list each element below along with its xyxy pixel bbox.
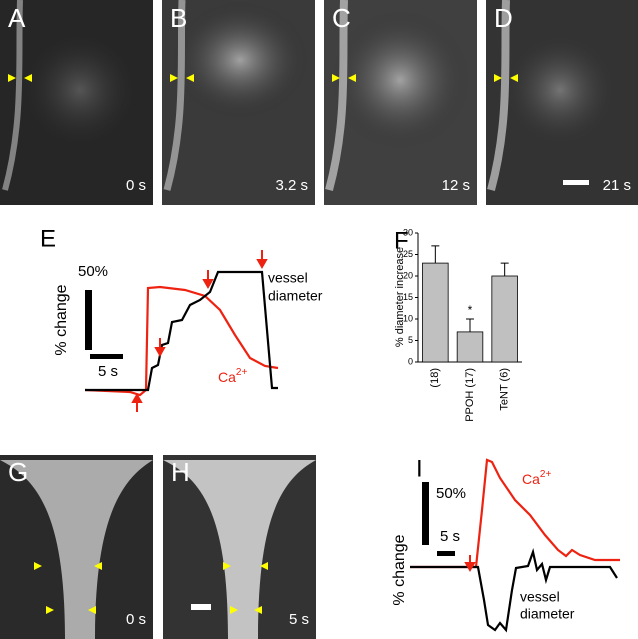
glow: [330, 10, 470, 150]
y-tick-label: 5: [408, 335, 413, 345]
y-tick-label: 20: [403, 270, 413, 280]
x-scale-label: 5 s: [98, 363, 118, 380]
panel-letter: C: [332, 3, 351, 33]
panel-i: I 50% 5 s % change Ca2+ vessel diameter: [391, 455, 620, 633]
vessel-label: diameter: [520, 606, 575, 622]
bar: [422, 262, 449, 363]
vessel-label: diameter: [268, 288, 323, 304]
x-tick-label: (18): [429, 368, 441, 388]
ca-trace: [84, 285, 279, 397]
time-label: 3.2 s: [275, 177, 308, 194]
y-scale-label: 50%: [78, 263, 108, 280]
scale-bar: [85, 290, 92, 350]
panel-letter: G: [8, 457, 28, 487]
arrowheads: [34, 562, 268, 614]
time-label: 0 s: [126, 611, 146, 628]
glow: [170, 0, 310, 120]
y-scale-label: 50%: [436, 485, 466, 502]
stim-arrows: [131, 250, 268, 412]
panel-f: F % diameter increase 0 5 10 15 20 25 30 (18) PP…: [394, 227, 522, 422]
x-tick-label: TeNT (6): [499, 368, 511, 411]
time-label: 5 s: [289, 611, 309, 628]
panel-letter: I: [416, 455, 423, 482]
scale-bar: [422, 482, 429, 545]
error-bar: [431, 245, 440, 264]
scale-bar: [437, 551, 455, 556]
vessel-trace: [85, 270, 278, 392]
x-scale-label: 5 s: [440, 528, 460, 545]
arrowheads: [8, 74, 518, 82]
vessel: [0, 460, 153, 639]
x-tick-label: PPOH (17): [464, 368, 476, 422]
vessel: [487, 0, 510, 192]
image-row: A B C D 0 s 3.2 s 12 s 21 s: [0, 0, 638, 205]
time-label: 0 s: [126, 177, 146, 194]
y-label: % change: [391, 534, 408, 605]
y-tick-label: 25: [403, 249, 413, 259]
stim-arrow: [464, 555, 476, 573]
bar: [456, 331, 484, 363]
glow: [500, 30, 620, 150]
panel-letter: H: [171, 457, 190, 487]
vessel: [163, 460, 316, 639]
scale-bar: [90, 354, 123, 359]
vessel-label: vessel: [520, 589, 560, 605]
panel-letter: F: [394, 227, 409, 254]
error-bar: [500, 262, 509, 276]
y-label: % diameter increase: [394, 247, 406, 347]
y-tick-label: 0: [408, 356, 413, 366]
y-tick-label: 15: [403, 292, 413, 302]
vessel: [2, 0, 23, 191]
bar: [491, 275, 518, 363]
panel-letter: D: [494, 3, 513, 33]
scale-bar: [191, 604, 211, 610]
vessel: [325, 0, 348, 192]
panel-letter: E: [40, 225, 56, 252]
panel-letter: A: [8, 3, 26, 33]
scale-bar: [563, 180, 589, 185]
error-bar: [466, 318, 474, 332]
ca-trace: [410, 458, 620, 569]
time-label: 21 s: [603, 177, 631, 194]
annotation: *: [468, 303, 473, 317]
glow: [20, 30, 140, 150]
ca-label: Ca2+: [218, 367, 247, 385]
panel-letter: B: [170, 3, 187, 33]
time-label: 12 s: [442, 177, 470, 194]
y-tick-label: 10: [403, 313, 413, 323]
vessel: [163, 0, 186, 191]
vessel-trace: [410, 548, 618, 633]
panel-e: E 50% 5 s % change vessel diameter Ca2+: [40, 225, 323, 412]
ca-label: Ca2+: [522, 469, 551, 487]
y-tick-label: 30: [403, 227, 413, 237]
vessel-label: vessel: [268, 270, 308, 286]
y-label: % change: [53, 284, 70, 355]
image-row-bottom: G H 0 s 5 s: [0, 455, 316, 639]
